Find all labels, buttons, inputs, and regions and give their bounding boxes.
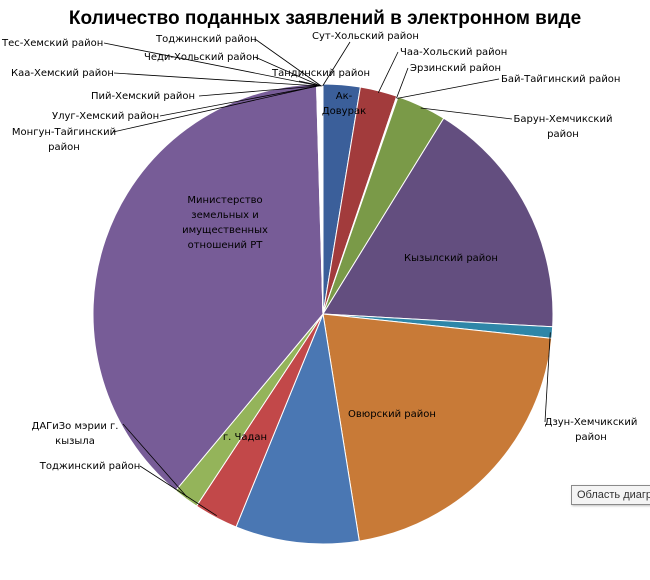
slice-label: Овюрский район: [348, 409, 436, 420]
slice-label: Сут-Хольский район: [312, 31, 419, 42]
chart-area-tooltip: Область диагр: [571, 485, 650, 505]
slice-label: Чеди-Хольский район: [144, 52, 259, 63]
slice-label: Монгун-Тайгинский район: [12, 127, 116, 153]
labels-group: Ак-Довурак Чаа-Хольский район Эрзинский ра…: [1, 31, 637, 472]
leader-line: [397, 78, 500, 99]
slice-label: Тес-Хемский район: [1, 38, 103, 49]
slice-label: г. Чадан: [223, 432, 267, 443]
slice-label: Ак-Довурак: [322, 91, 366, 117]
leader-lines-group: [103, 38, 551, 517]
leader-line: [254, 38, 322, 87]
slice-label: Эрзинский район: [410, 63, 501, 74]
leader-line: [544, 332, 551, 423]
leader-line: [159, 85, 318, 117]
slice-label: Тандинский район: [271, 68, 370, 79]
leader-line: [113, 72, 320, 87]
slices-group: [92, 83, 554, 545]
leader-line: [103, 42, 320, 87]
leader-line: [254, 56, 321, 87]
pie-slice[interactable]: [322, 117, 554, 328]
pie-slice[interactable]: [235, 312, 360, 545]
leader-line: [420, 107, 513, 120]
leader-line: [198, 85, 319, 97]
leader-line: [298, 80, 322, 87]
slice-label: ДАГиЗо мэрии г. кызыла: [32, 421, 119, 447]
slice-label: Бай-Тайгинский район: [501, 74, 620, 85]
chart-title: Количество поданных заявлений в электрон…: [68, 8, 582, 29]
leader-line: [122, 423, 188, 498]
slice-label: Министерство земельных и имущественных отно…: [182, 195, 268, 251]
leader-line: [112, 85, 317, 133]
slice-label: Улуг-Хемский район: [52, 111, 159, 122]
slice-label: Кызылский район: [404, 253, 498, 264]
slice-label: Барун-Хемчикский район: [514, 114, 613, 140]
leader-line: [139, 465, 217, 517]
pie-slice[interactable]: [321, 83, 324, 315]
leader-line: [377, 51, 399, 93]
pie-slice[interactable]: [322, 313, 553, 542]
slice-label: Тоджинский район: [155, 34, 257, 45]
slice-label: Пий-Хемский район: [91, 91, 195, 102]
slice-label: Чаа-Хольский район: [400, 47, 507, 58]
slice-label: Тоджинский район: [39, 461, 141, 472]
slice-label: Дзун-Хемчикский район: [545, 417, 638, 443]
pie-slice[interactable]: [92, 83, 324, 492]
slice-label: Каа-Хемский район: [11, 68, 114, 79]
leader-line: [396, 67, 409, 99]
leader-line: [322, 41, 351, 87]
